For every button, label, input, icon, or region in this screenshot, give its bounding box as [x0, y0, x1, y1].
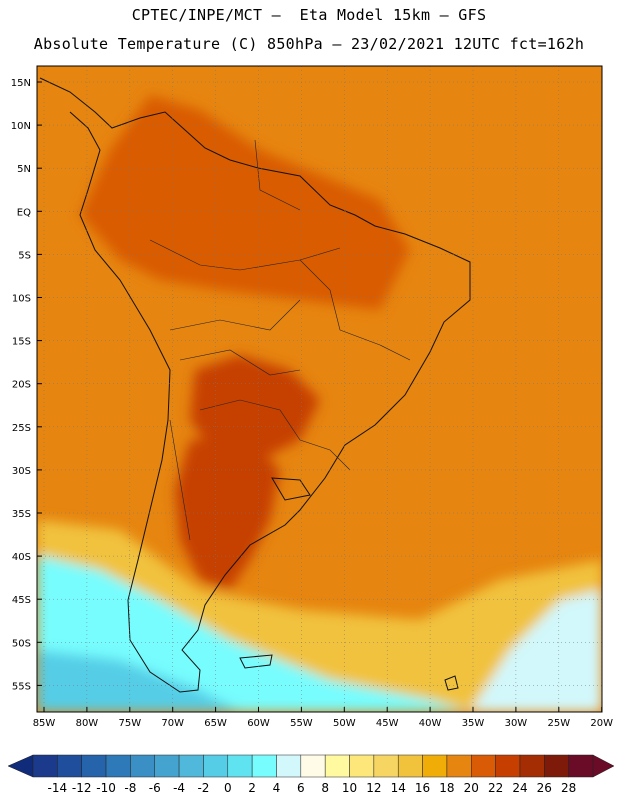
colorbar-label: -8 — [124, 781, 136, 795]
colorbar-cell — [422, 754, 448, 778]
colorbar-cell — [203, 754, 229, 778]
colorbar-label: 6 — [297, 781, 305, 795]
lat-label: 20S — [12, 380, 31, 391]
lat-label: 55S — [12, 681, 31, 692]
lat-label: 5N — [17, 164, 31, 175]
lon-label: 25W — [547, 718, 570, 729]
colorbar-label: 2 — [248, 781, 256, 795]
lon-label: 50W — [333, 718, 356, 729]
colorbar-cell — [105, 754, 131, 778]
colorbar-cell — [568, 754, 594, 778]
lon-label: 80W — [76, 718, 99, 729]
colorbar-label: 22 — [488, 781, 503, 795]
patagonia-hot-zone — [175, 440, 280, 590]
colorbar-cell — [154, 754, 180, 778]
latitude-axis: 15N 10N 5N EQ 5S 10S 15S 20S 25S 30S 35S 40S 45S 50S 5… — [11, 78, 42, 692]
colorbar-label: 20 — [464, 781, 479, 795]
colorbar-label: 12 — [366, 781, 381, 795]
lat-label: 10S — [12, 294, 31, 305]
map-frame — [36, 65, 603, 713]
colorbar-cell — [81, 754, 107, 778]
colorbar-high-arrow — [592, 754, 615, 778]
colorbar-cell — [519, 754, 545, 778]
header-title-line1: CPTEC/INPE/MCT – Eta Model 15km – GFS — [131, 6, 487, 24]
colorbar-label: -10 — [96, 781, 116, 795]
lon-label: 60W — [247, 718, 270, 729]
lat-label: 45S — [12, 595, 31, 606]
lon-label: 20W — [590, 718, 613, 729]
lat-label: 25S — [12, 423, 31, 434]
northern-continent-zone — [80, 95, 410, 310]
colorbar-label: 28 — [561, 781, 576, 795]
colorbar-cell — [544, 754, 569, 778]
colorbar-cell — [32, 754, 58, 778]
colorbar-label: 26 — [537, 781, 552, 795]
lat-label: 40S — [12, 552, 31, 563]
lat-label: 10N — [11, 121, 31, 132]
colorbar-label: -4 — [173, 781, 185, 795]
colorbar-cell — [397, 754, 423, 778]
colorbar-cell — [349, 754, 375, 778]
colorbar-cell — [178, 754, 204, 778]
colorbar-label: 24 — [512, 781, 527, 795]
colorbar-cell — [373, 754, 399, 778]
lat-label: EQ — [17, 207, 31, 218]
central-hot-zone — [190, 355, 320, 460]
lon-label: 35W — [462, 718, 485, 729]
lat-label: 15S — [12, 337, 31, 348]
colorbar-label: 18 — [439, 781, 454, 795]
colorbar-label: 8 — [321, 781, 329, 795]
longitude-axis: 85W 80W 75W 70W 65W 60W 55W 50W 45W 40W 35W 30W 25W 2… — [33, 707, 613, 729]
colorbar-label: 4 — [273, 781, 281, 795]
header-title-line2: Absolute Temperature (C) 850hPa – 23/02/… — [33, 35, 585, 53]
colorbar-label: -6 — [149, 781, 161, 795]
colorbar-cell — [276, 754, 302, 778]
colorbar-label: 14 — [391, 781, 406, 795]
colorbar-label: 0 — [224, 781, 232, 795]
colorbar-label: -2 — [197, 781, 209, 795]
lat-label: 15N — [11, 78, 31, 89]
colorbar-cell — [471, 754, 496, 778]
lon-label: 55W — [290, 718, 313, 729]
colorbar-label: -12 — [72, 781, 92, 795]
colorbar-label: 16 — [415, 781, 430, 795]
lon-label: 85W — [33, 718, 56, 729]
colorbar-cell — [227, 754, 253, 778]
colorbar-cell — [57, 754, 82, 778]
colorbar-label: 10 — [342, 781, 357, 795]
colorbar-cell — [324, 754, 350, 778]
southeast-ocean-zone — [470, 590, 602, 712]
lon-label: 45W — [376, 718, 399, 729]
lon-label: 65W — [204, 718, 227, 729]
colorbar-cell — [495, 754, 521, 778]
lat-label: 5S — [18, 250, 31, 261]
field-layer — [37, 66, 602, 712]
deep-south-zone — [37, 650, 240, 712]
lon-label: 70W — [161, 718, 184, 729]
colorbar-cell — [251, 754, 277, 778]
colorbar-label: -14 — [48, 781, 68, 795]
lat-label: 30S — [12, 466, 31, 477]
colorbar-cell — [130, 754, 155, 778]
lon-label: 30W — [505, 718, 528, 729]
colorbar-cell — [446, 754, 472, 778]
lon-label: 75W — [118, 718, 141, 729]
country-borders — [149, 139, 411, 541]
lat-label: 50S — [12, 638, 31, 649]
colorbar-low-arrow — [7, 754, 34, 778]
colorbar-cell — [300, 754, 326, 778]
lat-label: 35S — [12, 509, 31, 520]
lon-label: 40W — [419, 718, 442, 729]
